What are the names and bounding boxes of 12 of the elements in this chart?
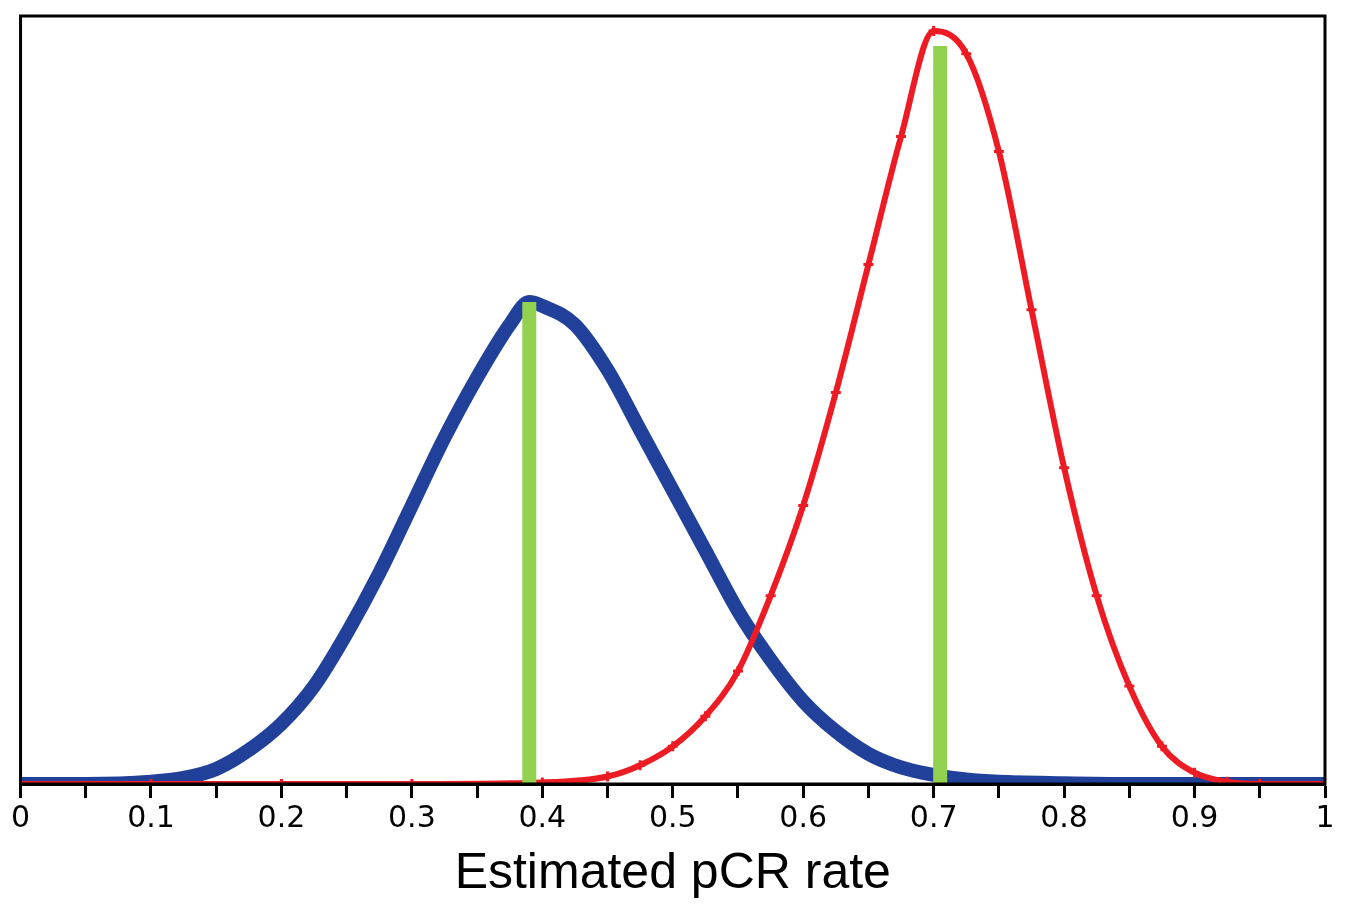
x-tick-label: 0.7 bbox=[909, 798, 958, 834]
x-tick-label: 0 bbox=[11, 798, 31, 834]
x-tick-label: 0.4 bbox=[518, 798, 567, 834]
x-tick-label: 0.5 bbox=[648, 798, 697, 834]
x-tick-label: 0.2 bbox=[257, 798, 306, 834]
x-tick-label: 0.3 bbox=[388, 798, 436, 834]
x-tick-label: 0.9 bbox=[1170, 798, 1219, 834]
x-axis-title: Estimated pCR rate bbox=[454, 842, 891, 899]
x-tick-label: 0.1 bbox=[127, 798, 175, 834]
x-tick-label: 1 bbox=[1315, 798, 1335, 834]
x-tick-label: 0.6 bbox=[779, 798, 828, 834]
x-tick-label: 0.8 bbox=[1040, 798, 1088, 834]
